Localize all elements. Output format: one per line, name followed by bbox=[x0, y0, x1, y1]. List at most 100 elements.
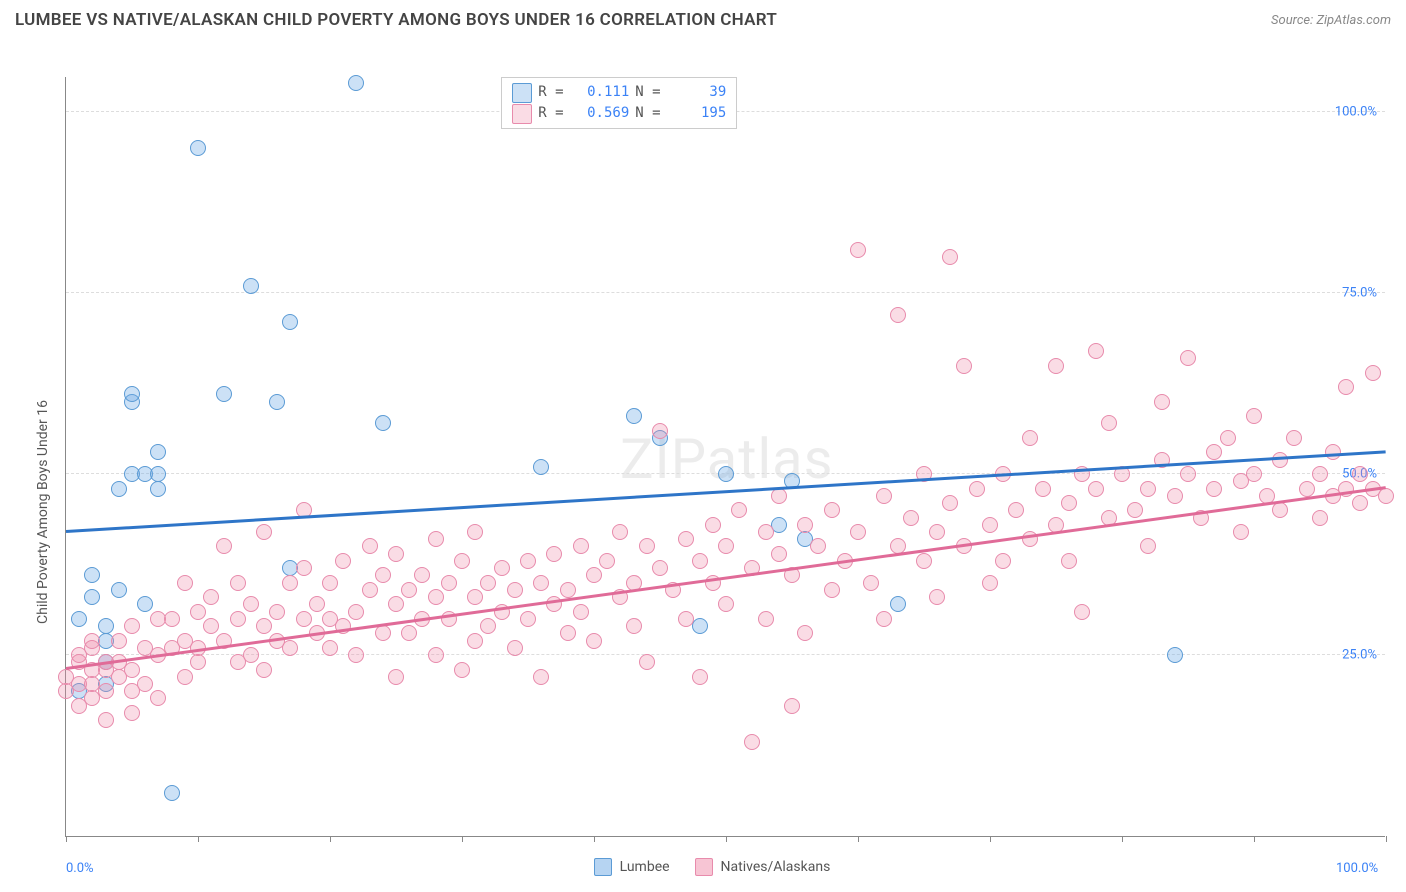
scatter-point bbox=[626, 618, 642, 634]
stat-r-value: 0.569 bbox=[574, 103, 629, 124]
scatter-point bbox=[296, 611, 312, 627]
scatter-point bbox=[269, 604, 285, 620]
scatter-point bbox=[1048, 358, 1064, 374]
scatter-point bbox=[84, 633, 100, 649]
y-tick-label: 25.0% bbox=[1342, 648, 1377, 663]
series-swatch bbox=[512, 83, 532, 103]
x-tick bbox=[1122, 836, 1123, 842]
scatter-point bbox=[111, 481, 127, 497]
scatter-point bbox=[1220, 430, 1236, 446]
scatter-point bbox=[969, 481, 985, 497]
scatter-point bbox=[1127, 502, 1143, 518]
scatter-point bbox=[1180, 350, 1196, 366]
scatter-point bbox=[824, 582, 840, 598]
scatter-point bbox=[718, 538, 734, 554]
scatter-point bbox=[982, 517, 998, 533]
scatter-point bbox=[1061, 495, 1077, 511]
scatter-point bbox=[414, 567, 430, 583]
scatter-point bbox=[282, 640, 298, 656]
scatter-point bbox=[243, 278, 259, 294]
stat-r-label: R = bbox=[538, 103, 568, 124]
scatter-point bbox=[652, 560, 668, 576]
scatter-point bbox=[150, 481, 166, 497]
scatter-point bbox=[1088, 343, 1104, 359]
scatter-point bbox=[639, 654, 655, 670]
correlation-chart: ZIPatlas25.0%50.0%75.0%100.0%0.0%100.0%R… bbox=[15, 35, 1385, 887]
scatter-point bbox=[230, 575, 246, 591]
scatter-point bbox=[494, 560, 510, 576]
scatter-point bbox=[177, 669, 193, 685]
stat-n-value: 195 bbox=[671, 103, 726, 124]
scatter-point bbox=[243, 596, 259, 612]
scatter-point bbox=[1088, 481, 1104, 497]
scatter-point bbox=[705, 517, 721, 533]
scatter-point bbox=[322, 575, 338, 591]
scatter-point bbox=[190, 140, 206, 156]
stat-r-value: 0.111 bbox=[574, 82, 629, 103]
scatter-point bbox=[652, 423, 668, 439]
scatter-point bbox=[744, 734, 760, 750]
x-tick bbox=[330, 836, 331, 842]
scatter-point bbox=[454, 553, 470, 569]
scatter-point bbox=[560, 625, 576, 641]
scatter-point bbox=[1167, 488, 1183, 504]
scatter-point bbox=[1180, 466, 1196, 482]
scatter-point bbox=[428, 589, 444, 605]
scatter-point bbox=[692, 669, 708, 685]
scatter-point bbox=[678, 611, 694, 627]
scatter-point bbox=[1022, 430, 1038, 446]
scatter-point bbox=[190, 654, 206, 670]
stat-n-label: N = bbox=[635, 82, 665, 103]
trend-line bbox=[66, 486, 1386, 669]
stats-legend: R =0.111N =39R =0.569N =195 bbox=[501, 77, 737, 129]
scatter-point bbox=[375, 415, 391, 431]
scatter-point bbox=[797, 625, 813, 641]
scatter-point bbox=[256, 524, 272, 540]
chart-source: Source: ZipAtlas.com bbox=[1271, 13, 1391, 28]
x-tick bbox=[1386, 836, 1387, 842]
scatter-point bbox=[190, 604, 206, 620]
scatter-point bbox=[1286, 430, 1302, 446]
scatter-point bbox=[890, 307, 906, 323]
scatter-point bbox=[546, 546, 562, 562]
scatter-point bbox=[903, 510, 919, 526]
chart-title: LUMBEE VS NATIVE/ALASKAN CHILD POVERTY A… bbox=[15, 10, 777, 30]
scatter-point bbox=[1140, 481, 1156, 497]
scatter-point bbox=[282, 575, 298, 591]
scatter-point bbox=[348, 604, 364, 620]
scatter-point bbox=[124, 386, 140, 402]
source-label: Source: bbox=[1271, 13, 1313, 28]
x-tick bbox=[726, 836, 727, 842]
scatter-point bbox=[296, 560, 312, 576]
scatter-point bbox=[771, 546, 787, 562]
source-value: ZipAtlas.com bbox=[1316, 13, 1391, 28]
scatter-point bbox=[111, 633, 127, 649]
scatter-point bbox=[692, 553, 708, 569]
scatter-point bbox=[362, 582, 378, 598]
y-tick-label: 100.0% bbox=[1335, 105, 1377, 120]
scatter-point bbox=[348, 647, 364, 663]
scatter-point bbox=[520, 611, 536, 627]
legend-swatch bbox=[695, 858, 713, 876]
x-tick bbox=[66, 836, 67, 842]
x-tick bbox=[1254, 836, 1255, 842]
gridline bbox=[66, 654, 1385, 655]
scatter-point bbox=[164, 611, 180, 627]
plot-area: ZIPatlas25.0%50.0%75.0%100.0%0.0%100.0%R… bbox=[65, 77, 1385, 837]
scatter-point bbox=[137, 596, 153, 612]
scatter-point bbox=[124, 618, 140, 634]
scatter-point bbox=[256, 662, 272, 678]
scatter-point bbox=[929, 524, 945, 540]
scatter-point bbox=[758, 524, 774, 540]
scatter-point bbox=[454, 662, 470, 678]
scatter-point bbox=[375, 567, 391, 583]
scatter-point bbox=[1272, 502, 1288, 518]
scatter-point bbox=[1246, 466, 1262, 482]
scatter-point bbox=[164, 785, 180, 801]
scatter-point bbox=[1312, 466, 1328, 482]
x-tick-label: 100.0% bbox=[1336, 861, 1378, 876]
scatter-point bbox=[150, 444, 166, 460]
y-axis-title: Child Poverty Among Boys Under 16 bbox=[35, 400, 51, 624]
scatter-point bbox=[586, 567, 602, 583]
scatter-point bbox=[216, 538, 232, 554]
